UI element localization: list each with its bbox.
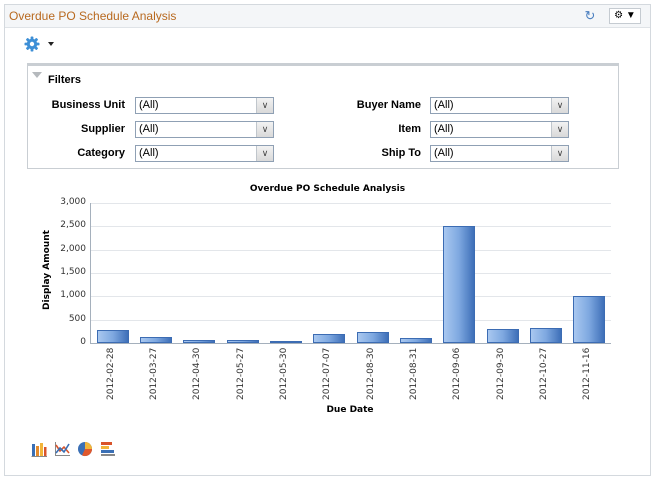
x-tick-label: 2012-04-30 bbox=[192, 347, 203, 400]
x-tick-label: 2012-05-27 bbox=[235, 347, 246, 400]
x-tick-label: 2012-08-31 bbox=[409, 347, 419, 400]
bar-2012-09-06[interactable] bbox=[443, 226, 476, 343]
item-value: (All) bbox=[434, 123, 454, 135]
bar-2012-09-30[interactable] bbox=[486, 329, 519, 343]
x-tick-label: 2012-10-27 bbox=[539, 347, 549, 400]
gridline bbox=[91, 249, 611, 251]
gridline bbox=[91, 296, 611, 298]
x-axis-title: Due Date bbox=[326, 405, 374, 415]
bar-2012-07-07[interactable] bbox=[313, 334, 346, 343]
chevron-down-icon: ∨ bbox=[256, 146, 273, 161]
chevron-down-icon: ∨ bbox=[256, 98, 273, 113]
bar-2012-03-27[interactable] bbox=[140, 336, 172, 343]
panel-header: Overdue PO Schedule Analysis ↻ ⚙ ▼ bbox=[5, 5, 650, 28]
buyer-name-select[interactable]: (All) ∨ bbox=[430, 97, 569, 114]
filters-section: Filters Business Unit (All) ∨ Supplier (… bbox=[27, 63, 619, 169]
caret-down-icon: ▼ bbox=[625, 10, 636, 21]
options-menu-button[interactable]: ⚙ ▼ bbox=[609, 8, 641, 24]
chart-type-switcher bbox=[31, 441, 120, 457]
x-tick-label: 2012-09-30 bbox=[495, 347, 506, 400]
horizontal-bar-chart-icon[interactable] bbox=[100, 441, 116, 457]
business-unit-select[interactable]: (All) ∨ bbox=[135, 97, 274, 114]
supplier-label: Supplier bbox=[80, 123, 125, 135]
gridline bbox=[91, 226, 611, 228]
y-tick-label: 3,000 bbox=[60, 197, 86, 207]
x-tick-label: 2012-08-30 bbox=[365, 347, 376, 400]
item-label: Item bbox=[398, 123, 421, 135]
ship-to-label: Ship To bbox=[381, 147, 421, 159]
bar-2012-04-30[interactable] bbox=[183, 340, 216, 343]
buyer-name-label: Buyer Name bbox=[356, 99, 421, 111]
caret-down-icon bbox=[48, 42, 55, 46]
line-chart-icon[interactable] bbox=[54, 441, 71, 457]
bar-2012-05-27[interactable] bbox=[226, 340, 259, 343]
y-tick-label: 1,500 bbox=[60, 267, 86, 277]
supplier-select[interactable]: (All) ∨ bbox=[135, 121, 274, 138]
gear-icon bbox=[24, 36, 40, 52]
bar-2012-05-30[interactable] bbox=[270, 341, 302, 343]
refresh-icon[interactable]: ↻ bbox=[584, 8, 596, 23]
gridline bbox=[91, 203, 611, 204]
business-unit-value: (All) bbox=[139, 99, 159, 111]
y-tick-label: 0 bbox=[80, 337, 86, 347]
x-tick-label: 2012-07-07 bbox=[322, 347, 333, 400]
business-unit-label: Business Unit bbox=[51, 99, 125, 111]
ship-to-select[interactable]: (All) ∨ bbox=[430, 145, 569, 162]
chevron-down-icon: ∨ bbox=[551, 146, 568, 161]
item-select[interactable]: (All) ∨ bbox=[430, 121, 569, 138]
gridline bbox=[91, 319, 611, 321]
bar-2012-08-31[interactable] bbox=[400, 338, 432, 343]
filters-heading[interactable]: Filters bbox=[48, 74, 82, 86]
y-tick-label: 1,000 bbox=[60, 290, 86, 301]
category-select[interactable]: (All) ∨ bbox=[135, 145, 274, 162]
bar-2012-10-27[interactable] bbox=[530, 327, 562, 343]
chevron-down-icon: ∨ bbox=[256, 122, 273, 137]
y-tick-label: 500 bbox=[68, 313, 86, 324]
collapse-triangle-icon[interactable] bbox=[32, 72, 42, 78]
category-label: Category bbox=[77, 147, 125, 159]
bar-chart-icon[interactable] bbox=[31, 441, 47, 457]
x-tick-label: 2012-09-06 bbox=[452, 347, 463, 400]
gridline bbox=[91, 273, 611, 274]
y-tick-label: 2,000 bbox=[60, 243, 86, 254]
ship-to-value: (All) bbox=[434, 147, 454, 159]
pie-chart-icon[interactable] bbox=[77, 441, 93, 457]
chevron-down-icon: ∨ bbox=[551, 98, 568, 113]
supplier-value: (All) bbox=[139, 123, 159, 135]
chevron-down-icon: ∨ bbox=[551, 122, 568, 137]
panel-title: Overdue PO Schedule Analysis bbox=[9, 9, 177, 23]
gear-icon: ⚙ bbox=[614, 10, 624, 21]
chart-plot-area bbox=[90, 203, 611, 344]
chart-title: Overdue PO Schedule Analysis bbox=[249, 184, 406, 194]
category-value: (All) bbox=[139, 147, 159, 159]
x-tick-label: 2012-11-16 bbox=[582, 347, 593, 400]
y-tick-label: 2,500 bbox=[60, 220, 86, 231]
x-tick-label: 2012-03-27 bbox=[149, 347, 159, 400]
actions-menu-button[interactable] bbox=[24, 36, 55, 52]
bar-2012-02-28[interactable] bbox=[96, 329, 129, 343]
bar-2012-08-30[interactable] bbox=[356, 332, 389, 343]
x-tick-label: 2012-02-28 bbox=[105, 347, 116, 400]
x-tick-label: 2012-05-30 bbox=[279, 347, 289, 400]
bar-2012-11-16[interactable] bbox=[573, 296, 606, 343]
buyer-name-value: (All) bbox=[434, 99, 454, 111]
